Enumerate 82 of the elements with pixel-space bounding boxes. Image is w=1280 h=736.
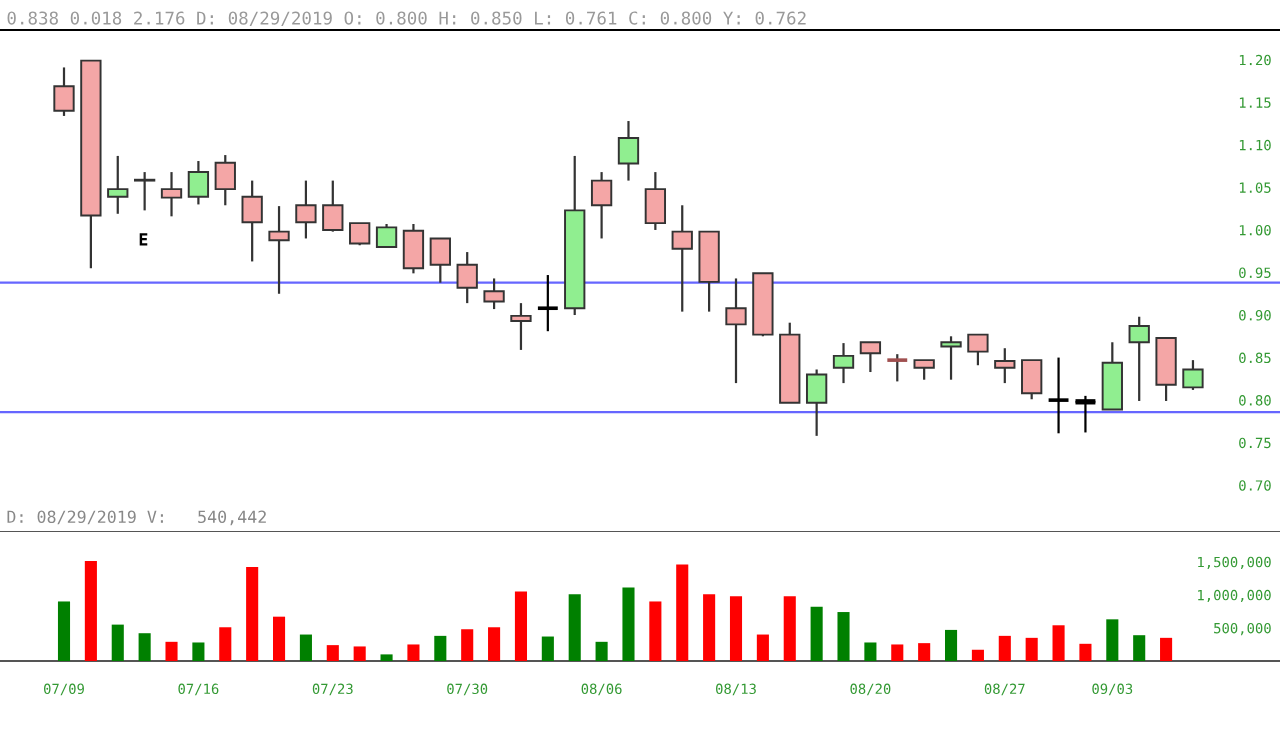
bar [971, 649, 984, 661]
bar [353, 646, 366, 661]
bar [380, 654, 393, 661]
bar [595, 641, 608, 661]
candlestick [1101, 341, 1123, 411]
chart-title: 0.838 0.018 2.176 D: 08/29/2019 O: 0.800 H: 0.850 L: 0.761 C: 0.800 Y: 0.762 [7, 11, 806, 27]
candlestick [375, 222, 398, 249]
bar [434, 635, 447, 661]
candlestick [967, 333, 989, 367]
bar [514, 591, 528, 661]
bar [1079, 643, 1092, 661]
candlestick [1073, 394, 1098, 434]
candlestick [214, 153, 236, 207]
bar [219, 627, 232, 661]
candlestick [268, 205, 290, 295]
bar [864, 642, 877, 661]
candlestick [725, 277, 747, 385]
candlestick [107, 154, 129, 215]
candlestick [241, 179, 263, 263]
candlestick [133, 170, 156, 212]
bar [407, 644, 420, 661]
bar [192, 642, 205, 661]
candlestick [805, 368, 828, 437]
candlestick [160, 170, 183, 218]
annotation: E [139, 233, 148, 246]
bar [326, 645, 339, 661]
candlestick [644, 170, 667, 232]
bar [810, 606, 823, 661]
candlestick [590, 170, 613, 240]
candlestick [1128, 315, 1150, 403]
bar [837, 612, 850, 661]
candlestick [402, 222, 425, 275]
candlestick [885, 353, 910, 383]
candlestick [456, 250, 478, 305]
chart-title: D: 08/29/2019 V: 540,442 [7, 510, 266, 526]
bar [649, 601, 662, 661]
bar [461, 629, 474, 661]
candlestick [295, 179, 317, 240]
bar [1133, 635, 1146, 661]
bar [918, 643, 931, 661]
bar [676, 564, 689, 661]
bar [568, 594, 581, 661]
bar [138, 633, 151, 661]
bar [1025, 637, 1038, 661]
candlestick [322, 179, 344, 233]
candlestick [913, 359, 935, 381]
bar [703, 594, 716, 661]
candlestick [187, 159, 210, 206]
bar [756, 634, 769, 661]
bar [1052, 625, 1065, 661]
candlestick [617, 119, 640, 182]
candlestick [429, 237, 451, 284]
bar [891, 644, 904, 661]
candlestick [483, 277, 505, 311]
candlestick [940, 335, 962, 381]
bar [1106, 619, 1119, 661]
candlestick [53, 66, 75, 118]
candlestick [1182, 359, 1204, 392]
bar [165, 641, 178, 661]
candlestick [859, 341, 882, 374]
candlestick [1046, 356, 1071, 435]
candlestick [1021, 359, 1043, 401]
bar [1160, 637, 1173, 661]
bar [622, 587, 635, 661]
candlestick [832, 342, 855, 385]
candlestick [1155, 336, 1177, 403]
bar [272, 616, 286, 661]
bar [729, 596, 743, 661]
bar [299, 634, 312, 661]
bar [998, 635, 1011, 661]
candlestick [536, 273, 560, 333]
bar [111, 624, 124, 661]
bar [944, 629, 958, 661]
bar [783, 596, 796, 661]
candlestick [994, 347, 1016, 385]
candlestick [671, 204, 693, 313]
candlestick [510, 302, 532, 352]
bar [541, 636, 554, 661]
bar [488, 627, 501, 661]
bar [246, 567, 259, 661]
bar [84, 561, 97, 661]
bar [57, 601, 71, 661]
